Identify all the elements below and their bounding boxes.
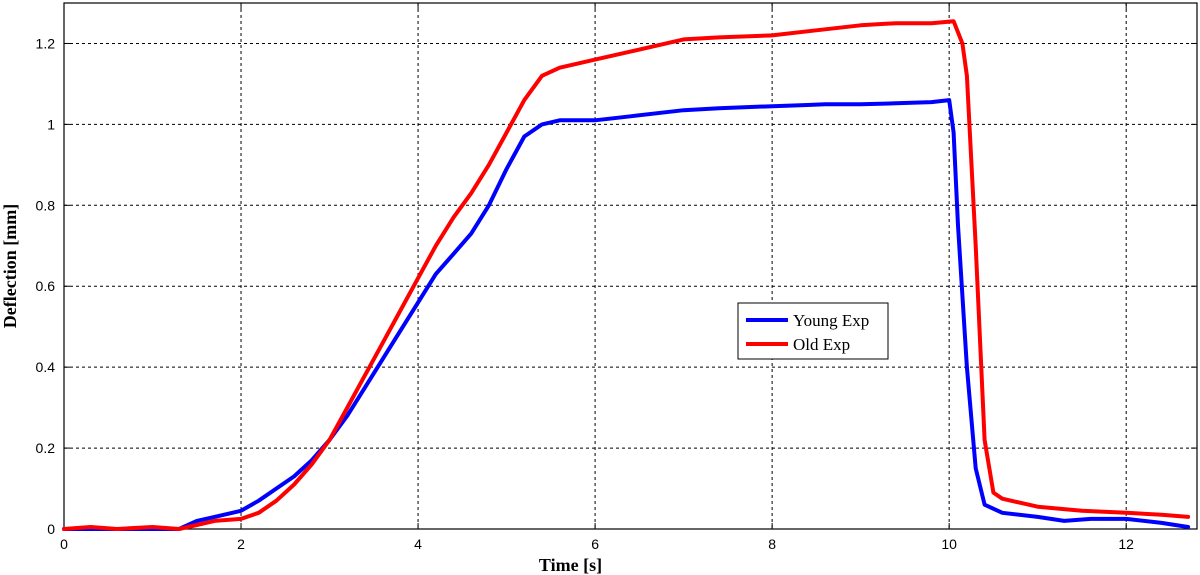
legend: Young Exp Old Exp	[737, 302, 889, 360]
series-line-young-exp	[62, 98, 1191, 531]
y-tick-label: 1.2	[36, 35, 56, 51]
legend-label-old-exp: Old Exp	[793, 335, 850, 354]
legend-box	[737, 302, 889, 360]
plot-frame	[63, 2, 1198, 530]
y-tick-label: 0.6	[36, 278, 56, 294]
y-tick-label: 0.2	[36, 440, 56, 456]
x-tick-label: 12	[1118, 536, 1134, 552]
y-tick-label: 0	[47, 521, 55, 537]
grid	[64, 3, 1197, 529]
x-tick-label: 4	[414, 536, 422, 552]
y-tick-label: 0.8	[36, 197, 56, 213]
legend-label-young-exp: Young Exp	[793, 311, 869, 330]
x-tick-label: 0	[60, 536, 68, 552]
x-tick-label: 10	[941, 536, 957, 552]
x-tick-label: 8	[768, 536, 776, 552]
y-tick-label: 1	[47, 116, 55, 132]
axis-ticks: 0 2 4 6 8 10 12 0 0.2 0.4 0.6 0.8 1 1.2	[36, 3, 1197, 552]
y-tick-label: 0.4	[36, 359, 56, 375]
x-axis-title: Time [s]	[539, 555, 602, 575]
x-tick-label: 2	[237, 536, 245, 552]
x-tick-label: 6	[591, 536, 599, 552]
y-axis-title: Deflection [mm]	[0, 204, 20, 328]
series-lines	[62, 19, 1191, 531]
series-line-old-exp	[62, 19, 1191, 531]
